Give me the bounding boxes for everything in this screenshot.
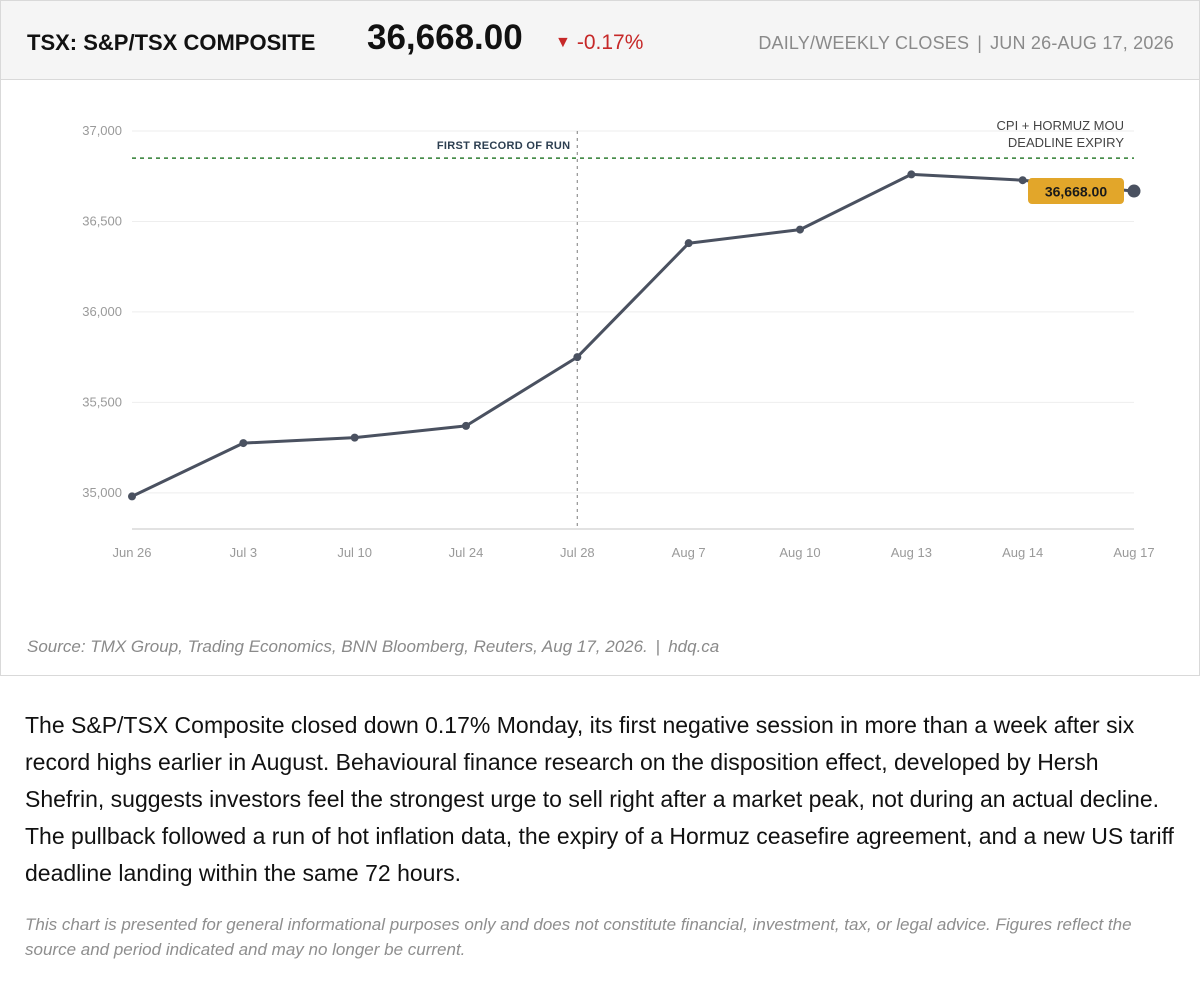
ticker-title: TSX: S&P/TSX COMPOSITE: [27, 30, 316, 55]
price-change: ▼ -0.17%: [555, 31, 643, 55]
annotation-layer: FIRST RECORD OF RUN CPI + HORMUZ MOU DEADL…: [132, 118, 1134, 529]
x-tick-label: Jul 3: [230, 545, 257, 560]
down-arrow-icon: ▼: [555, 34, 571, 51]
chart-header: TSX: S&P/TSX COMPOSITE 36,668.00 ▼ -0.17%…: [1, 1, 1199, 80]
last-data-point: [1127, 184, 1141, 198]
source-line: Source: TMX Group, Trading Economics, BN…: [27, 637, 719, 657]
x-tick-label: Jul 24: [449, 545, 484, 560]
period-range: JUN 26-AUG 17, 2026: [990, 33, 1174, 53]
series-line: [130, 172, 1136, 498]
line-chart: 35,000 35,500 36,000 36,500 37,000 Jun 26 Jul …: [82, 118, 1154, 560]
y-tick-label: 35,000: [82, 485, 122, 500]
x-tick-label: Jul 10: [337, 545, 372, 560]
period-separator: |: [977, 33, 983, 53]
period-info: DAILY/WEEKLY CLOSES | JUN 26-AUG 17, 2026: [758, 33, 1174, 54]
grid-layer: [132, 130, 1134, 494]
axis-layer: 35,000 35,500 36,000 36,500 37,000 Jun 26 Jul …: [82, 123, 1154, 560]
data-point: [684, 239, 693, 248]
data-point: [796, 225, 804, 234]
data-point: [1018, 176, 1027, 185]
chart-card: TSX: S&P/TSX COMPOSITE 36,668.00 ▼ -0.17%…: [0, 0, 1200, 676]
data-point: [462, 421, 470, 430]
x-tick-label: Jun 26: [112, 545, 151, 560]
data-point: [350, 433, 359, 442]
x-tick-label: Aug 13: [891, 545, 932, 560]
first-record-label: FIRST RECORD OF RUN: [437, 140, 570, 152]
x-tick-label: Jul 28: [560, 545, 595, 560]
article-paragraph: The S&P/TSX Composite closed down 0.17% …: [25, 712, 1174, 886]
x-tick-label: Aug 7: [672, 545, 706, 560]
y-tick-label: 37,000: [82, 123, 122, 138]
data-point: [128, 492, 136, 501]
data-point: [907, 170, 916, 179]
label-layer: 36,668.00: [1028, 178, 1124, 205]
data-point: [239, 439, 248, 448]
x-tick-label: Aug 17: [1113, 545, 1154, 560]
x-tick-label: Aug 14: [1002, 545, 1043, 560]
event-label-line1: CPI + HORMUZ MOU: [997, 118, 1124, 133]
source-text: Source: TMX Group, Trading Economics, BN…: [27, 637, 648, 656]
source-site: hdq.ca: [668, 637, 720, 656]
series-layer: [128, 170, 1141, 501]
change-percent: -0.17%: [576, 31, 644, 54]
last-value-badge: [1028, 178, 1124, 205]
y-tick-label: 36,500: [82, 213, 122, 228]
y-tick-label: 36,000: [82, 304, 122, 319]
y-tick-label: 35,500: [82, 394, 122, 409]
current-price: 36,668.00: [367, 18, 523, 57]
x-tick-label: Aug 10: [779, 545, 820, 560]
period-label: DAILY/WEEKLY CLOSES: [758, 33, 970, 53]
disclaimer-text: This chart is presented for general info…: [25, 915, 1132, 959]
last-value-label: 36,668.00: [1045, 184, 1107, 200]
event-label-line2: DEADLINE EXPIRY: [1008, 135, 1124, 150]
source-separator: |: [655, 637, 661, 656]
data-point: [573, 353, 582, 362]
